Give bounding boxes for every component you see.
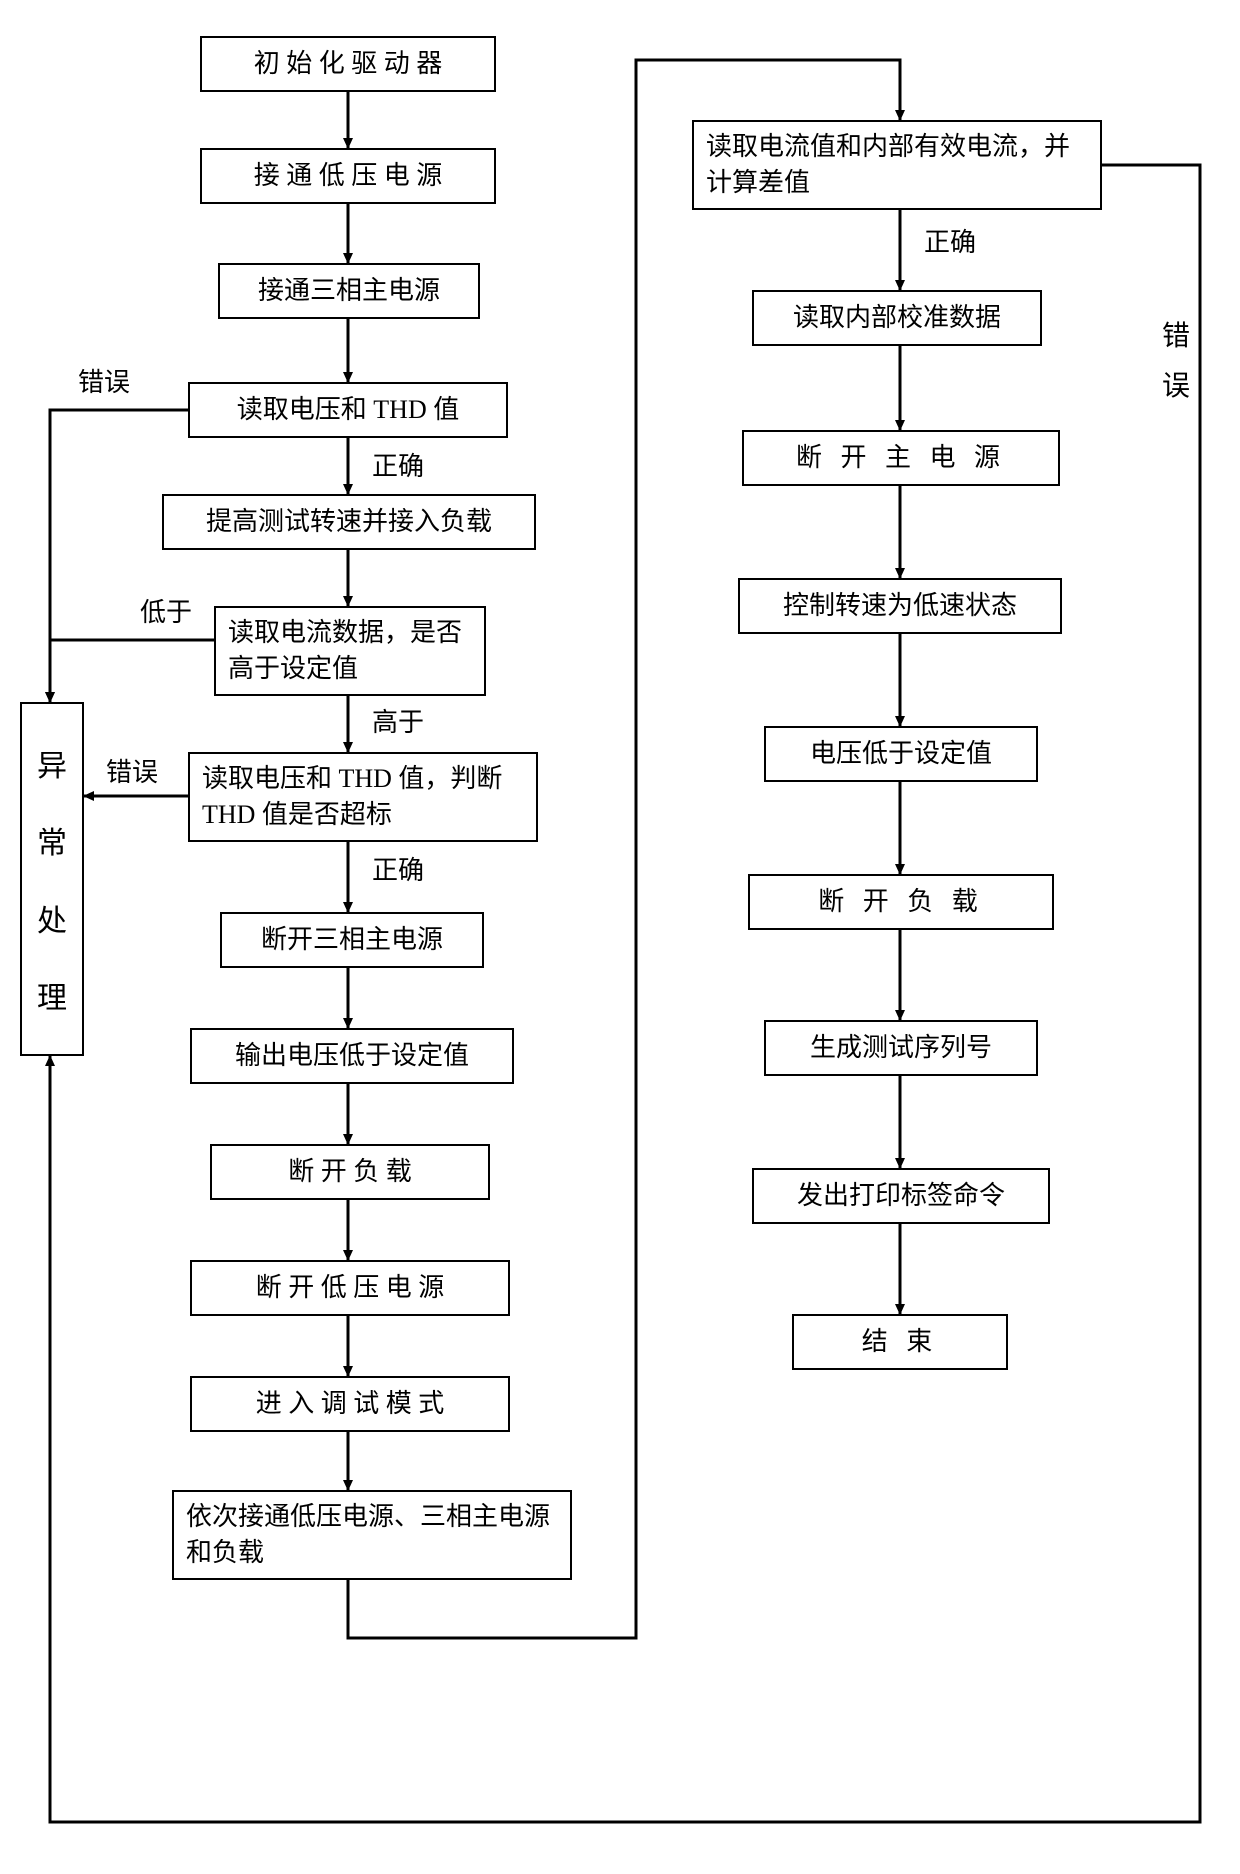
node-main-power-off: 断 开 主 电 源 [742,430,1060,486]
node-text: 提高测试转速并接入负载 [206,504,492,540]
node-read-current-diff: 读取电流值和内部有效电流，并计算差值 [692,120,1102,210]
node-text: 断 开 负 载 [288,1154,412,1190]
vchar: 异 [37,741,67,785]
node-disconnect-load-2: 断 开 负 载 [748,874,1054,930]
vchar: 常 [37,818,67,862]
node-exception: 异 常 处 理 [20,702,84,1056]
label-below: 低于 [140,592,192,629]
node-gen-sequence: 生成测试序列号 [764,1020,1038,1076]
node-text: 断 开 低 压 电 源 [256,1270,445,1306]
flow-edges [0,0,1240,1874]
node-low-voltage-on: 接 通 低 压 电 源 [200,148,496,204]
label-above: 高于 [372,702,424,739]
node-voltage-below: 电压低于设定值 [764,726,1038,782]
node-end: 结 束 [792,1314,1008,1370]
node-text: 输出电压低于设定值 [235,1038,469,1074]
node-text: 进 入 调 试 模 式 [256,1386,445,1422]
node-reconnect-all: 依次接通低压电源、三相主电源和负载 [172,1490,572,1580]
node-text: 读取内部校准数据 [793,300,1001,336]
node-init-driver: 初 始 化 驱 动 器 [200,36,496,92]
label-error-2: 错误 [106,752,158,789]
vchar: 理 [37,973,67,1017]
label-error-1: 错误 [78,362,130,399]
node-text: 控制转速为低速状态 [783,588,1017,624]
label-correct-1: 正确 [372,446,424,483]
node-read-thd-check: 读取电压和 THD 值，判断 THD 值是否超标 [188,752,538,842]
node-text: 读取电压和 THD 值，判断 THD 值是否超标 [202,761,524,834]
node-text: 读取电压和 THD 值 [237,392,459,428]
node-print-label: 发出打印标签命令 [752,1168,1050,1224]
node-text: 生成测试序列号 [810,1030,992,1066]
node-text: 初 始 化 驱 动 器 [254,46,443,82]
node-text: 电压低于设定值 [810,736,992,772]
node-three-phase-on: 接通三相主电源 [218,263,480,319]
node-text: 断 开 主 电 源 [796,440,1006,476]
node-text: 读取电流数据，是否高于设定值 [228,615,472,688]
node-disconnect-load-1: 断 开 负 载 [210,1144,490,1200]
vchar: 误 [1162,362,1190,412]
node-low-voltage-off: 断 开 低 压 电 源 [190,1260,510,1316]
vchar: 处 [37,896,67,940]
node-text: 接 通 低 压 电 源 [254,158,443,194]
node-three-phase-off: 断开三相主电源 [220,912,484,968]
node-read-calibration: 读取内部校准数据 [752,290,1042,346]
node-text: 依次接通低压电源、三相主电源和负载 [186,1499,558,1572]
vchar: 错 [1162,312,1190,362]
label-correct-2: 正确 [372,850,424,887]
node-read-current-check: 读取电流数据，是否高于设定值 [214,606,486,696]
node-text: 结 束 [862,1324,939,1360]
node-text: 接通三相主电源 [258,273,440,309]
node-read-voltage-thd: 读取电压和 THD 值 [188,382,508,438]
node-text: 读取电流值和内部有效电流，并计算差值 [706,129,1088,202]
node-text: 断开三相主电源 [261,922,443,958]
node-text: 断 开 负 载 [818,884,984,920]
node-increase-speed-load: 提高测试转速并接入负载 [162,494,536,550]
label-correct-3: 正确 [924,222,976,259]
node-output-low: 输出电压低于设定值 [190,1028,514,1084]
node-debug-mode: 进 入 调 试 模 式 [190,1376,510,1432]
node-text: 发出打印标签命令 [797,1178,1005,1214]
label-error-3: 错 误 [1162,312,1190,413]
node-low-speed: 控制转速为低速状态 [738,578,1062,634]
